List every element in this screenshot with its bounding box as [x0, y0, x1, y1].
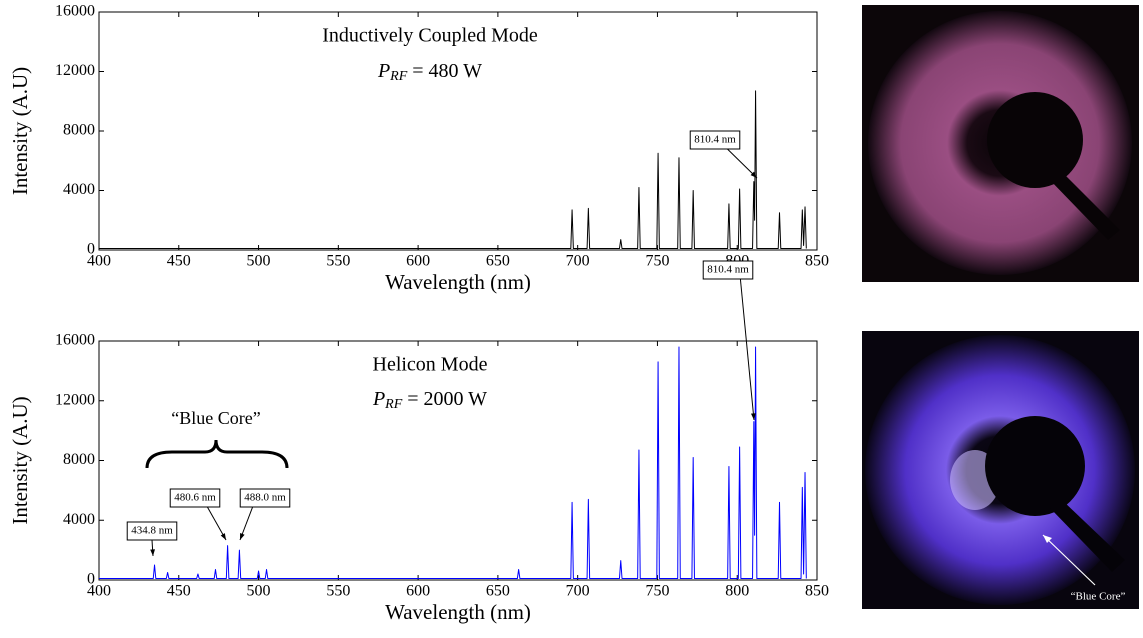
x-tick-label: 500: [247, 583, 271, 600]
x-tick-label: 400: [87, 583, 111, 600]
annotation-arrow: [727, 148, 758, 179]
y-axis-label: Intensity (A.U): [8, 396, 32, 524]
power-subscript: RF: [389, 69, 408, 84]
annotation-label: 480.6 nm: [174, 492, 216, 504]
mode-title: Helicon Mode: [373, 354, 488, 376]
annotation-box: [689, 130, 741, 150]
annotation-arrowhead: [750, 413, 756, 420]
y-tick-label: 8000: [63, 122, 95, 139]
annotation-box: [169, 488, 221, 508]
x-tick-label: 600: [406, 583, 430, 600]
y-axis-label: Intensity (A.U): [8, 67, 32, 195]
brace: [145, 439, 289, 469]
power-label: PRF = 480 W: [377, 60, 482, 85]
y-tick-label: 8000: [63, 451, 95, 468]
annotation-label: 434.8 nm: [131, 525, 173, 537]
annotation-box: [239, 488, 291, 508]
x-tick-label: 650: [486, 253, 510, 270]
y-tick-label: 0: [87, 241, 95, 258]
power-subscript: RF: [384, 397, 403, 412]
x-tick-label: 650: [486, 583, 510, 600]
x-tick-label: 850: [805, 583, 829, 600]
power-label: PRF = 2000 W: [372, 388, 487, 413]
x-tick-label: 700: [566, 253, 590, 270]
annotation-arrowhead: [220, 533, 226, 540]
annotation-arrow: [739, 278, 755, 421]
y-tick-label: 4000: [63, 511, 95, 528]
x-tick-label: 750: [645, 583, 669, 600]
y-tick-label: 12000: [55, 62, 95, 79]
y-tick-label: 16000: [55, 3, 95, 20]
annotation-arrowhead: [150, 549, 155, 556]
brace-label: “Blue Core”: [171, 408, 260, 428]
x-axis-label: Wavelength (nm): [385, 600, 531, 624]
spectrum-line: [99, 346, 807, 580]
y-tick-label: 16000: [55, 332, 95, 349]
power-value: = 2000 W: [407, 388, 487, 410]
photo-icp: [862, 5, 1139, 282]
x-tick-label: 550: [326, 253, 350, 270]
x-axis-label: Wavelength (nm): [385, 270, 531, 294]
x-tick-label: 600: [406, 253, 430, 270]
photo-helicon: “Blue Core”: [862, 331, 1139, 609]
x-tick-label: 450: [167, 583, 191, 600]
y-tick-label: 0: [87, 571, 95, 588]
annotation-label: 810.4 nm: [707, 264, 749, 276]
photo-label: “Blue Core”: [1071, 591, 1126, 603]
x-tick-label: 500: [247, 253, 271, 270]
x-tick-label: 550: [326, 583, 350, 600]
x-tick-label: 400: [87, 253, 111, 270]
annotation-arrowhead: [240, 533, 245, 540]
x-tick-label: 450: [167, 253, 191, 270]
annotation-arrowhead: [750, 171, 757, 178]
x-tick-label: 700: [566, 583, 590, 600]
x-tick-label: 750: [645, 253, 669, 270]
annotation-label: 488.0 nm: [244, 492, 286, 504]
power-symbol: P: [377, 60, 390, 82]
mode-title: Inductively Coupled Mode: [322, 25, 538, 47]
photo-arrowhead: [1043, 535, 1052, 543]
photo-arrow: [1042, 534, 1096, 586]
annotation-label: 810.4 nm: [694, 134, 736, 146]
y-tick-label: 4000: [63, 181, 95, 198]
x-tick-label: 800: [725, 583, 749, 600]
power-value: = 480 W: [412, 60, 482, 82]
spectrum-line: [99, 90, 807, 250]
power-symbol: P: [372, 388, 385, 410]
plot-frame: [98, 340, 818, 581]
annotation-box: [702, 260, 754, 280]
y-tick-label: 12000: [55, 391, 95, 408]
x-tick-label: 850: [805, 253, 829, 270]
